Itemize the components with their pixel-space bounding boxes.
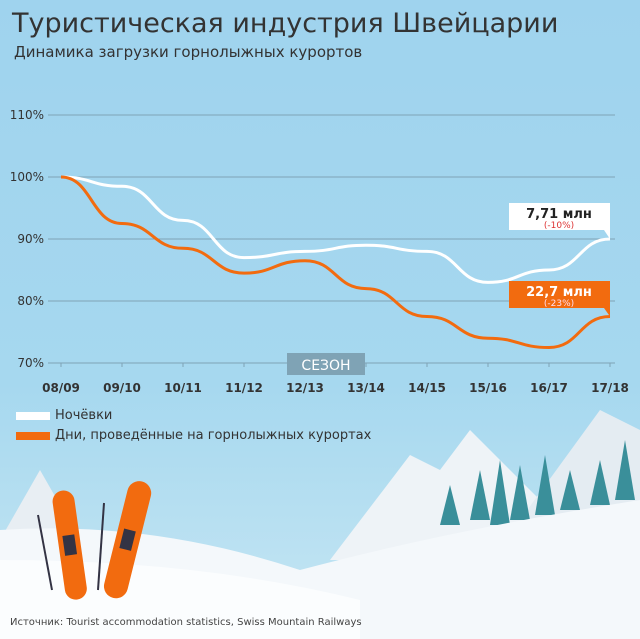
legend-label: Ночёвки xyxy=(55,408,113,423)
series-line xyxy=(60,175,611,350)
x-axis-title-box xyxy=(287,353,365,375)
annotation-pointer xyxy=(604,308,610,317)
x-tick-label: 13/14 xyxy=(347,381,385,395)
page-subtitle: Динамика загрузки горнолыжных курортов xyxy=(14,43,363,61)
x-tick-label: 12/13 xyxy=(286,381,324,395)
annotation-value: 22,7 млн xyxy=(526,285,592,300)
source-note: Источник: Tourist accommodation statisti… xyxy=(10,617,362,628)
legend-item: Ночёвки xyxy=(16,408,112,423)
ski-icon xyxy=(52,490,87,600)
ski-icon xyxy=(103,481,152,599)
x-tick-label: 14/15 xyxy=(408,381,446,395)
x-axis-title: СЕЗОН xyxy=(301,358,350,374)
legend-item: Дни, проведённые на горнолыжных курортах xyxy=(16,428,371,443)
x-tick-label: 10/11 xyxy=(164,381,202,395)
annotation-value: 7,71 млн xyxy=(526,207,592,222)
annotation-change: (-10%) xyxy=(544,221,574,231)
series-line xyxy=(60,175,611,284)
annotation-box xyxy=(509,203,610,230)
page-title: Туристическая индустрия Швейцарии xyxy=(12,8,559,39)
x-tick-label: 11/12 xyxy=(225,381,263,395)
annotation-pointer xyxy=(604,230,610,239)
x-tick-label: 16/17 xyxy=(530,381,568,395)
ski-pole xyxy=(37,514,53,591)
line-chart: 70% 80% 90% 100% 110% 08/09 09/10 10/11 11/12 12/… xyxy=(10,108,629,395)
x-tick-label: 09/10 xyxy=(103,381,141,395)
y-tick-label: 90% xyxy=(17,232,44,246)
legend-label: Дни, проведённые на горнолыжных курортах xyxy=(55,428,372,443)
y-tick-label: 80% xyxy=(17,294,44,308)
legend-swatch xyxy=(16,411,50,420)
ski-pole xyxy=(97,502,105,591)
y-tick-label: 70% xyxy=(17,356,44,370)
legend-swatch xyxy=(16,431,50,440)
x-tick-label: 17/18 xyxy=(591,381,629,395)
x-tick-label: 08/09 xyxy=(42,381,80,395)
annotation-change: (-23%) xyxy=(544,299,574,309)
y-tick-label: 110% xyxy=(10,108,44,122)
annotation-box xyxy=(509,281,610,308)
snow xyxy=(0,560,360,639)
y-tick-label: 100% xyxy=(10,170,44,184)
x-tick-label: 15/16 xyxy=(469,381,507,395)
